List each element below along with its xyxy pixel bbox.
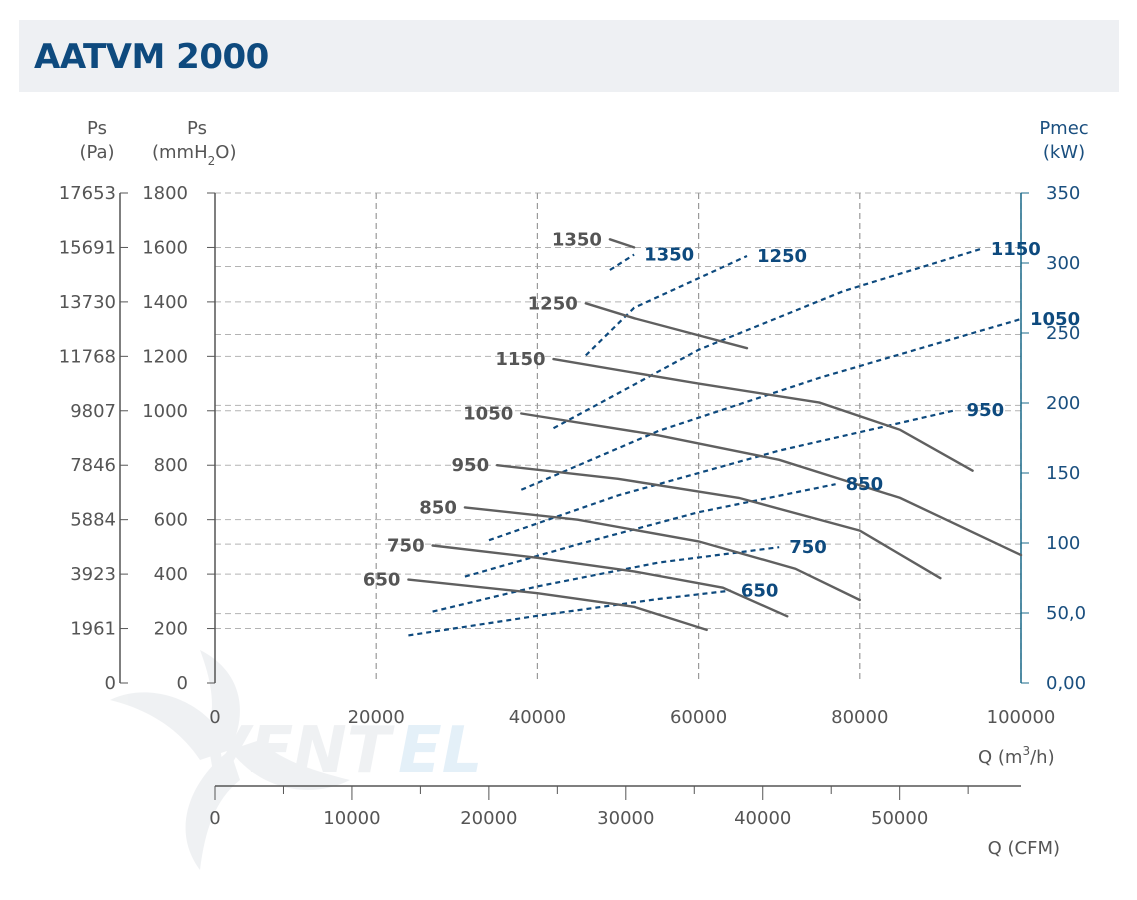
y-title-line2: (mmH2O) bbox=[152, 142, 236, 168]
fan-blades-icon bbox=[110, 650, 350, 870]
x-title-unit: Q (m bbox=[978, 747, 1022, 768]
x2-tick-label: 0 bbox=[209, 808, 220, 829]
power-curve-850 bbox=[464, 483, 836, 578]
y-title-end: O) bbox=[215, 142, 236, 163]
pressure-curve-1350 bbox=[608, 238, 636, 249]
y2-tick-label: 350 bbox=[1046, 183, 1080, 204]
y-pa-tick-label: 7846 bbox=[70, 455, 116, 476]
y-tick-label: 1600 bbox=[142, 237, 188, 258]
pressure-curve-label: 1250 bbox=[528, 293, 578, 314]
power-curve-label: 1350 bbox=[644, 245, 694, 266]
x2-tick-label: 10000 bbox=[323, 808, 380, 829]
y-pa-tick-label: 0 bbox=[105, 673, 116, 694]
power-curves bbox=[408, 247, 1022, 637]
y-tick-label: 1000 bbox=[142, 401, 188, 422]
pressure-curve-1250 bbox=[584, 302, 749, 350]
x-tick-label: 80000 bbox=[831, 707, 888, 728]
y-title-line1: Ps bbox=[187, 118, 207, 139]
power-curve-650 bbox=[408, 589, 731, 637]
x-tick-label: 40000 bbox=[509, 707, 566, 728]
pressure-curve-label: 950 bbox=[452, 455, 490, 476]
y-pa-tick-label: 11768 bbox=[59, 346, 116, 367]
y-pa-tick-label: 15691 bbox=[59, 237, 116, 258]
logo-text-accent: EL bbox=[398, 714, 483, 788]
pressure-curve-750 bbox=[431, 544, 789, 618]
power-curve-label: 750 bbox=[789, 537, 827, 558]
y-tick-label: 600 bbox=[154, 510, 188, 531]
curve-labels: 650 750 850 950 1050 1150 1250 1350 650 750 850 950… bbox=[363, 229, 1080, 601]
y-tick-label: 1800 bbox=[142, 183, 188, 204]
y-pa-tick-label: 3923 bbox=[70, 564, 116, 585]
x-tick-label: 0 bbox=[209, 707, 220, 728]
pressure-curve-1150 bbox=[552, 357, 974, 472]
y-pa-tick-label: 5884 bbox=[70, 510, 116, 531]
y2-tick-label: 300 bbox=[1046, 253, 1080, 274]
y-pa-tick-label: 1961 bbox=[70, 619, 116, 640]
power-curve-label: 1150 bbox=[991, 239, 1041, 260]
x-title-sup: 3 bbox=[1022, 744, 1030, 758]
x-tick-label: 100000 bbox=[987, 707, 1056, 728]
y-tick-label: 0 bbox=[177, 673, 188, 694]
y2-tick-label: 250 bbox=[1046, 323, 1080, 344]
y-tick-label: 1400 bbox=[142, 292, 188, 313]
pressure-curves bbox=[407, 238, 1023, 632]
pressure-curve-850 bbox=[463, 506, 861, 602]
power-curve-label: 950 bbox=[967, 400, 1005, 421]
tick-labels: 0200400600800100012001400160018000196139… bbox=[59, 183, 1086, 829]
y-tick-label: 400 bbox=[154, 564, 188, 585]
y2-tick-label: 150 bbox=[1046, 463, 1080, 484]
logo-text-main: VENT bbox=[200, 714, 395, 788]
y-pa-tick-label: 13730 bbox=[59, 292, 116, 313]
title-bar: AATVM 2000 bbox=[19, 20, 1119, 92]
y-pa-tick-label: 17653 bbox=[59, 183, 116, 204]
y-pa-title-line1: Ps bbox=[87, 118, 107, 139]
pressure-curve-label: 1050 bbox=[463, 404, 513, 425]
power-curve-1150 bbox=[552, 247, 982, 430]
y-tick-label: 800 bbox=[154, 455, 188, 476]
power-curve-750 bbox=[432, 546, 780, 613]
y2-title-line1: Pmec bbox=[1039, 118, 1088, 139]
power-curve-label: 650 bbox=[741, 581, 779, 602]
pressure-curve-label: 1150 bbox=[495, 349, 545, 370]
y-pa-tick-label: 9807 bbox=[70, 401, 116, 422]
power-curve-950 bbox=[488, 408, 957, 542]
power-curve-label: 1250 bbox=[757, 246, 807, 267]
x-tick-label: 60000 bbox=[670, 707, 727, 728]
power-curve-label: 1050 bbox=[1030, 309, 1080, 330]
axes bbox=[119, 192, 1029, 800]
ventel-logo: VENT EL bbox=[110, 650, 483, 870]
pressure-curve-label: 850 bbox=[419, 497, 457, 518]
y2-tick-label: 100 bbox=[1046, 533, 1080, 554]
x2-tick-label: 20000 bbox=[460, 808, 517, 829]
power-curve-1250 bbox=[585, 255, 748, 357]
y-title-unit: (mmH bbox=[152, 142, 208, 163]
y2-title-line2: (kW) bbox=[1043, 142, 1085, 163]
grid-lines bbox=[215, 192, 1022, 683]
pressure-curve-1050 bbox=[520, 412, 1023, 557]
page-title: AATVM 2000 bbox=[34, 37, 269, 77]
power-curve-1050 bbox=[520, 317, 1022, 491]
power-curve-1350 bbox=[609, 253, 635, 271]
pressure-curve-label: 750 bbox=[387, 536, 425, 557]
y-tick-label: 200 bbox=[154, 619, 188, 640]
pressure-curve-950 bbox=[495, 464, 942, 580]
pressure-curve-label: 650 bbox=[363, 570, 401, 591]
x2-title: Q (CFM) bbox=[988, 838, 1060, 859]
y2-tick-label: 50,0 bbox=[1046, 603, 1086, 624]
y-tick-label: 1200 bbox=[142, 346, 188, 367]
power-curve-label: 850 bbox=[846, 474, 884, 495]
y-title-sub: 2 bbox=[208, 154, 216, 168]
pressure-curve-650 bbox=[407, 578, 708, 632]
x-title: Q (m3/h) bbox=[978, 744, 1055, 768]
x-title-end: /h) bbox=[1030, 747, 1055, 768]
x-tick-label: 20000 bbox=[348, 707, 405, 728]
x2-tick-label: 50000 bbox=[871, 808, 928, 829]
y2-tick-label: 200 bbox=[1046, 393, 1080, 414]
y2-tick-label: 0,00 bbox=[1046, 673, 1086, 694]
x2-tick-label: 40000 bbox=[734, 808, 791, 829]
y-pa-title-line2: (Pa) bbox=[79, 142, 114, 163]
pressure-curve-label: 1350 bbox=[552, 229, 602, 250]
x2-tick-label: 30000 bbox=[597, 808, 654, 829]
